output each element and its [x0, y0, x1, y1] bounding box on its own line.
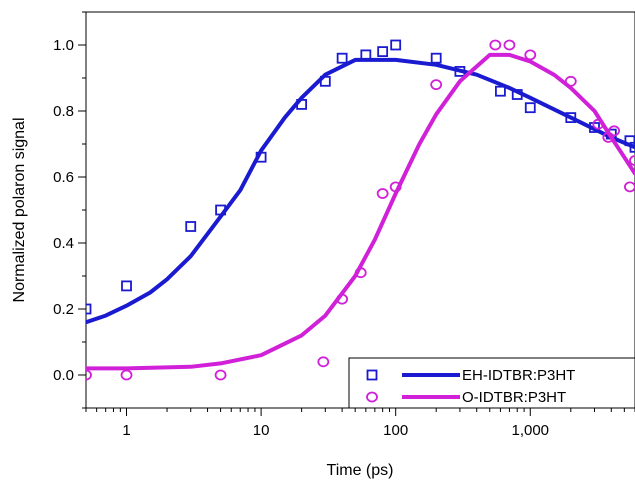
- x-tick-label: 1: [122, 422, 130, 439]
- x-tick-label: 10: [253, 422, 270, 439]
- y-tick-label: 0.6: [53, 169, 74, 186]
- series-eh-idtbr: [86, 39, 635, 325]
- data-point: [589, 122, 600, 133]
- data-point: [629, 155, 635, 166]
- data-point: [120, 369, 133, 381]
- data-point: [503, 39, 516, 51]
- plot-frame: [85, 11, 635, 409]
- x-tick-label: 100: [383, 422, 408, 439]
- data-point: [608, 125, 621, 137]
- legend-marker: [366, 391, 378, 403]
- data-point: [360, 49, 372, 61]
- data-point: [255, 151, 267, 163]
- data-point: [564, 75, 577, 87]
- y-axis-ticks: 0.0 0.2 0.4 0.6 0.8 1.0: [53, 11, 86, 409]
- data-point: [430, 52, 442, 64]
- data-point: [454, 66, 466, 77]
- data-point: [629, 141, 635, 153]
- legend-label: EH-IDTBR:P3HT: [462, 367, 575, 384]
- data-point: [215, 204, 226, 216]
- data-point: [319, 75, 331, 87]
- data-point: [524, 49, 537, 61]
- y-tick-label: 0.8: [53, 103, 74, 120]
- fit-line: [86, 57, 635, 325]
- data-point: [565, 112, 577, 123]
- legend-box: [348, 357, 635, 409]
- data-point: [354, 267, 367, 279]
- data-point: [336, 52, 348, 64]
- fit-line: [86, 52, 635, 371]
- legend-marker: [366, 369, 378, 381]
- series-layer: [86, 39, 635, 381]
- legend: EH-IDTBR:P3HT O-IDTBR:P3HT: [348, 357, 635, 409]
- data-point: [336, 293, 349, 305]
- data-point: [511, 89, 523, 100]
- data-point: [524, 102, 536, 114]
- data-point: [121, 280, 132, 292]
- data-point: [430, 79, 443, 90]
- x-axis-title: Time (ps): [327, 462, 394, 479]
- y-tick-label: 0.4: [53, 235, 74, 252]
- data-point: [624, 181, 635, 193]
- data-point: [495, 85, 506, 97]
- data-point: [185, 221, 197, 232]
- x-axis-ticks: 1 10 100 1,000: [85, 408, 635, 439]
- series-o-idtbr: [86, 39, 635, 381]
- data-point: [317, 356, 330, 368]
- data-point: [376, 188, 389, 199]
- data-point: [86, 303, 92, 315]
- data-point: [86, 369, 92, 381]
- data-point: [489, 39, 502, 51]
- data-point: [592, 118, 605, 130]
- y-tick-label: 1.0: [53, 37, 74, 54]
- data-point: [389, 181, 402, 193]
- data-point: [390, 39, 402, 51]
- data-point: [214, 369, 227, 381]
- data-point: [377, 46, 389, 57]
- legend-label: O-IDTBR:P3HT: [462, 389, 566, 406]
- data-point: [296, 99, 308, 110]
- y-axis-title: Normalized polaron signal: [11, 118, 28, 303]
- data-point: [602, 131, 615, 143]
- x-tick-label: 1,000: [511, 422, 549, 439]
- y-tick-label: 0.0: [53, 367, 74, 384]
- y-tick-label: 0.2: [53, 301, 74, 318]
